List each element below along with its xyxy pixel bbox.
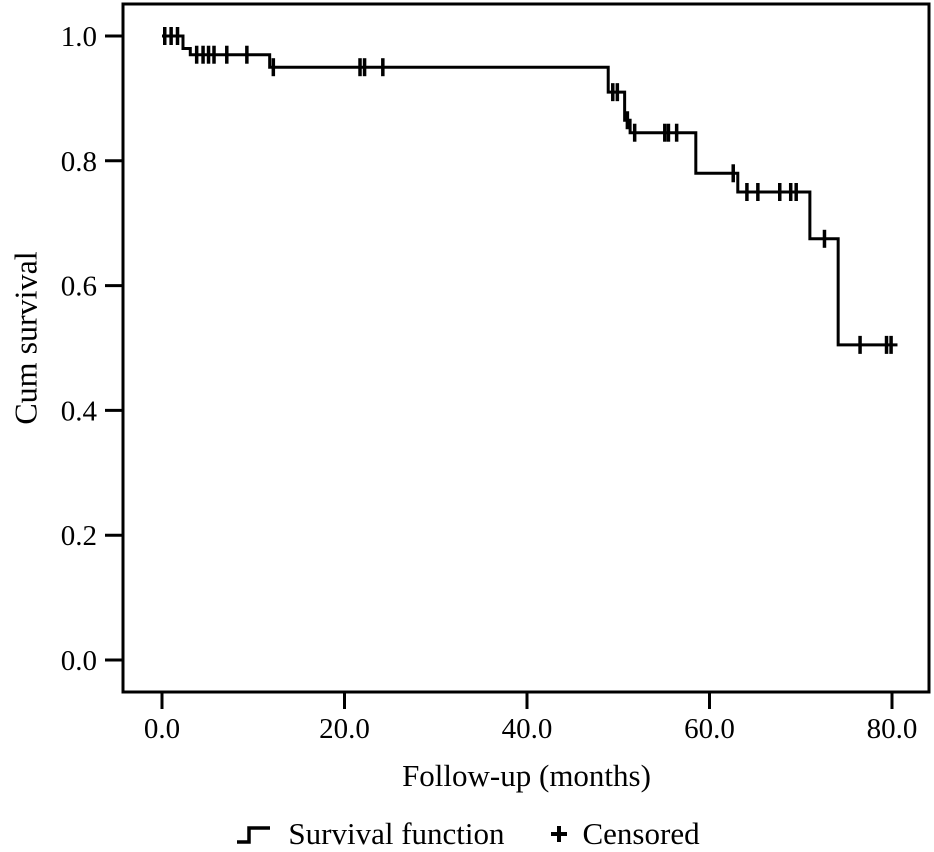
x-tick-label: 40.0 [502,713,553,745]
y-tick-label: 1.0 [61,21,97,53]
x-tick-label: 80.0 [867,713,918,745]
plot-frame [121,2,931,694]
y-tick-label: 0.8 [61,146,97,178]
x-tick-label: 0.0 [144,713,180,745]
survival-curve [162,34,898,347]
legend: Survival function Censored [0,816,934,852]
x-axis-title: Follow-up (months) [402,758,651,793]
y-tick-label: 0.2 [61,520,97,552]
y-axis-title: Cum survival [7,251,44,425]
y-tick-label: 0.0 [61,645,97,677]
x-tick-label: 20.0 [319,713,370,745]
censored-plus-icon [550,826,567,842]
x-tick-label: 60.0 [684,713,735,745]
y-tick-label: 0.6 [61,271,97,303]
legend-censored-label: Censored [582,816,700,851]
survival-step-icon [237,826,271,844]
legend-survival-label: Survival function [288,816,505,851]
y-tick-label: 0.4 [61,395,98,427]
